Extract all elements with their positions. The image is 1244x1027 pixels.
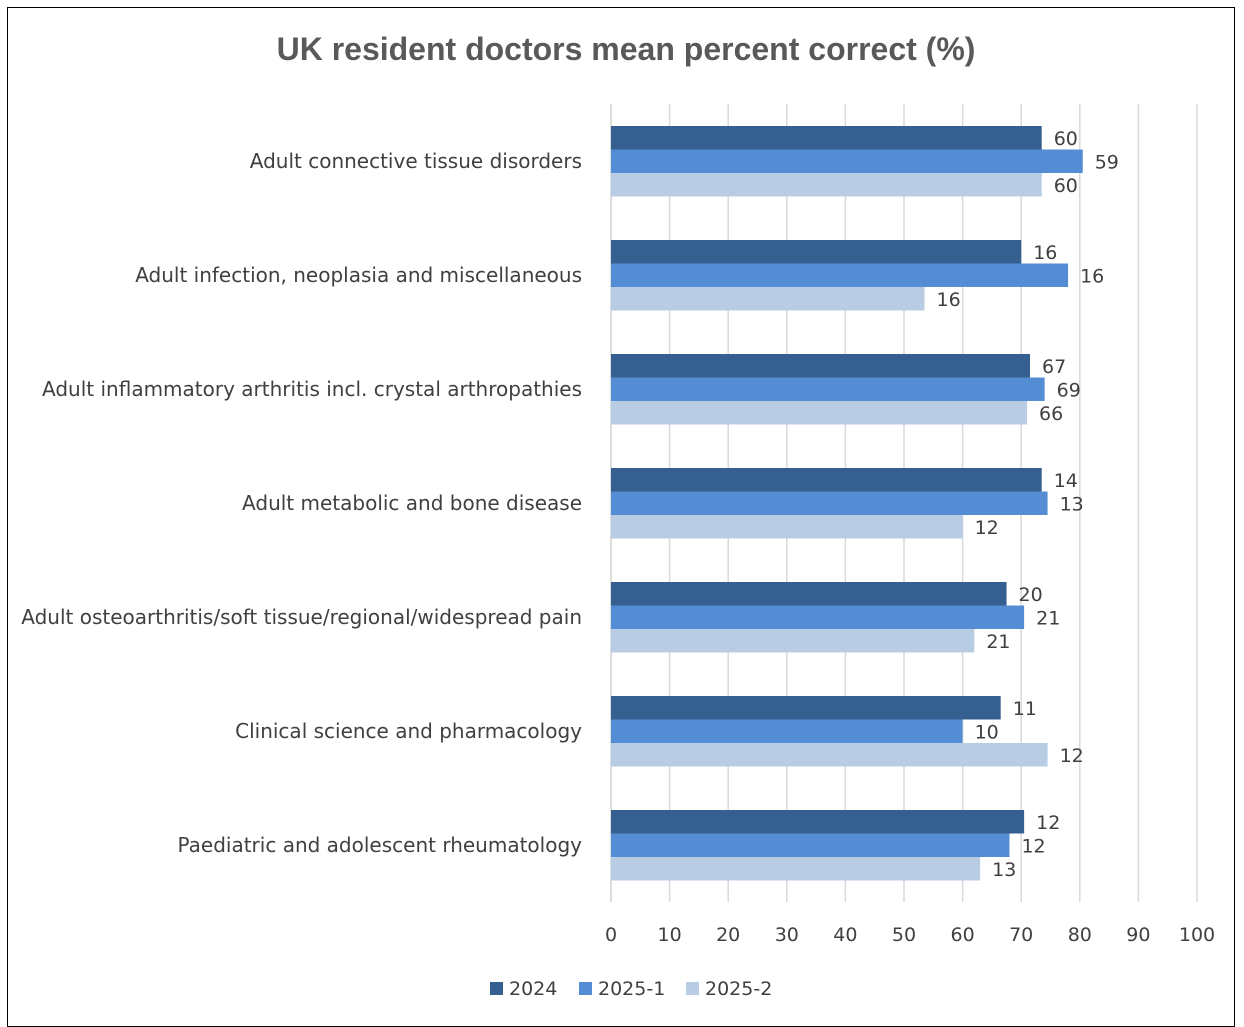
gridlines (610, 104, 1198, 902)
data-label: 21 (1036, 607, 1060, 629)
data-label: 12 (975, 517, 999, 539)
bar (611, 173, 1042, 197)
bar (611, 605, 1025, 629)
data-label: 69 (1057, 379, 1081, 401)
legend-label: 2025-1 (598, 978, 665, 1000)
data-label: 16 (937, 289, 961, 311)
category-label: Adult metabolic and bone disease (242, 491, 582, 515)
data-label: 21 (986, 631, 1010, 653)
legend-swatch (490, 982, 503, 995)
legend-swatch (579, 982, 592, 995)
data-label: 14 (1054, 470, 1078, 492)
x-tick-label: 10 (658, 924, 682, 946)
bar (611, 401, 1028, 425)
data-label: 16 (1080, 265, 1104, 287)
bar (611, 240, 1022, 264)
data-label: 10 (975, 721, 999, 743)
bar (611, 696, 1001, 720)
data-label: 13 (992, 859, 1016, 881)
x-tick-label: 30 (775, 924, 799, 946)
data-label: 60 (1054, 128, 1078, 150)
legend-label: 2025-2 (705, 978, 772, 1000)
data-label: 20 (1019, 584, 1043, 606)
category-label: Adult inflammatory arthritis incl. cryst… (42, 377, 582, 401)
category-label: Adult infection, neoplasia and miscellan… (135, 263, 582, 287)
x-tick-label: 50 (892, 924, 916, 946)
data-label: 12 (1021, 835, 1045, 857)
data-label: 12 (1036, 812, 1060, 834)
data-label: 11 (1013, 698, 1037, 720)
bar (611, 810, 1025, 834)
data-label: 60 (1054, 175, 1078, 197)
legend-label: 2024 (509, 978, 557, 1000)
category-label: Clinical science and pharmacology (235, 719, 582, 743)
x-tick-label: 0 (605, 924, 617, 946)
bar (611, 743, 1048, 767)
x-tick-label: 90 (1126, 924, 1150, 946)
x-tick-label: 100 (1179, 924, 1215, 946)
bar (611, 833, 1010, 857)
bar (611, 629, 975, 653)
bar (611, 149, 1083, 173)
x-tick-label: 40 (833, 924, 857, 946)
bar (611, 515, 963, 539)
bar (611, 857, 981, 881)
bar (611, 719, 963, 743)
category-label: Adult osteoarthritis/soft tissue/regiona… (21, 605, 582, 629)
bar (611, 377, 1045, 401)
bar (611, 468, 1042, 492)
bar (611, 287, 925, 311)
bar (611, 126, 1042, 150)
data-label: 16 (1033, 242, 1057, 264)
bars: 6059601616166769661413122021211110121212… (611, 126, 1119, 881)
legend: 2024 2025-1 2025-2 (490, 978, 772, 1000)
bar (611, 354, 1030, 378)
x-tick-label: 60 (951, 924, 975, 946)
bar (611, 582, 1007, 606)
data-label: 13 (1060, 493, 1084, 515)
x-tick-labels: 0 10 20 30 40 50 60 70 80 90 100 (605, 924, 1215, 946)
data-label: 59 (1095, 151, 1119, 173)
x-tick-label: 70 (1009, 924, 1033, 946)
x-tick-label: 80 (1068, 924, 1092, 946)
category-label: Paediatric and adolescent rheumatology (177, 833, 582, 857)
category-label: Adult connective tissue disorders (250, 149, 582, 173)
data-label: 12 (1060, 745, 1084, 767)
chart-title: UK resident doctors mean percent correct… (277, 31, 976, 67)
data-label: 67 (1042, 356, 1066, 378)
bar (611, 491, 1048, 515)
category-labels: Adult connective tissue disorders Adult i… (21, 149, 582, 857)
legend-swatch (686, 982, 699, 995)
bar (611, 263, 1069, 287)
data-label: 66 (1039, 403, 1063, 425)
x-tick-label: 20 (716, 924, 740, 946)
